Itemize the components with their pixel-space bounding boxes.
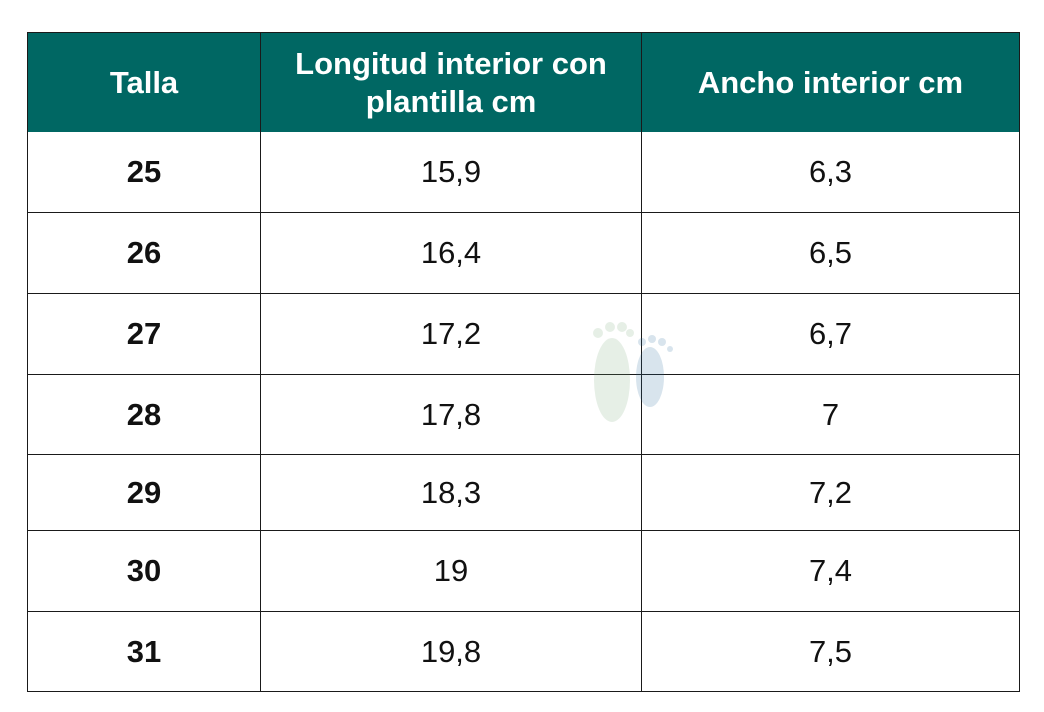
size-cell: 25: [27, 132, 261, 213]
value-cell: 17,8: [261, 375, 642, 455]
header-cell: Longitud interior con plantilla cm: [261, 32, 642, 132]
value-cell: 7,4: [642, 531, 1020, 612]
header-cell: Ancho interior cm: [642, 32, 1020, 132]
value-cell: 19: [261, 531, 642, 612]
size-cell: 30: [27, 531, 261, 612]
value-cell: 17,2: [261, 294, 642, 375]
size-cell: 31: [27, 612, 261, 692]
value-cell: 7: [642, 375, 1020, 455]
value-cell: 15,9: [261, 132, 642, 213]
value-cell: 6,7: [642, 294, 1020, 375]
value-cell: 6,3: [642, 132, 1020, 213]
value-cell: 7,2: [642, 455, 1020, 531]
header-cell: Talla: [27, 32, 261, 132]
watermark-icon: [593, 322, 673, 422]
size-cell: 29: [27, 455, 261, 531]
size-cell: 26: [27, 213, 261, 294]
value-cell: 18,3: [261, 455, 642, 531]
size-cell: 27: [27, 294, 261, 375]
value-cell: 16,4: [261, 213, 642, 294]
value-cell: 7,5: [642, 612, 1020, 692]
value-cell: 19,8: [261, 612, 642, 692]
size-cell: 28: [27, 375, 261, 455]
value-cell: 6,5: [642, 213, 1020, 294]
